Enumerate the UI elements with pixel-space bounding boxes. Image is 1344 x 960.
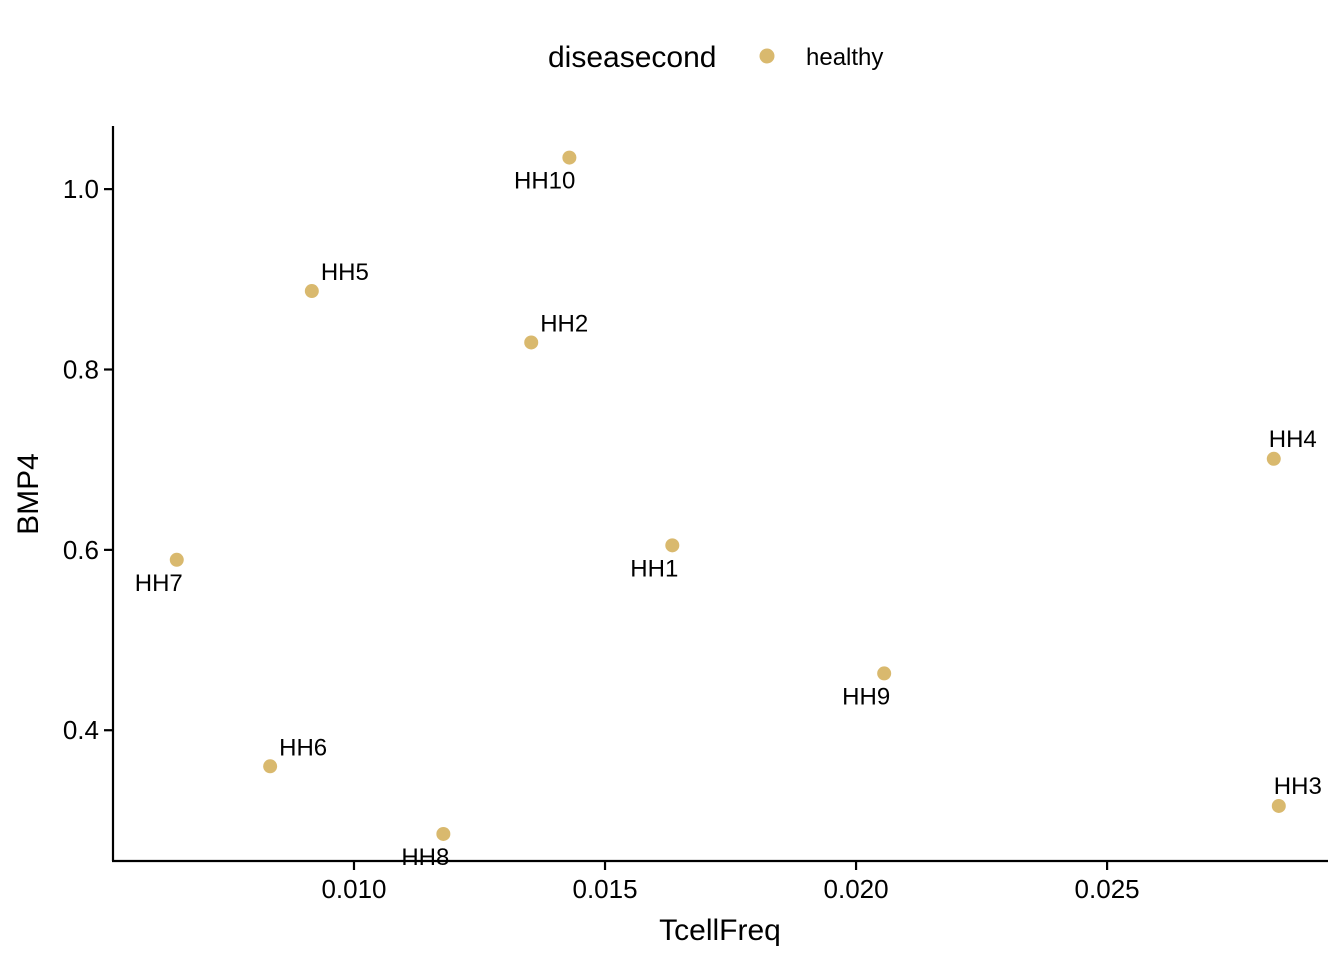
data-point-hh5 bbox=[304, 284, 319, 299]
legend-label-healthy: healthy bbox=[806, 44, 883, 71]
point-label-hh3: HH3 bbox=[1274, 773, 1322, 800]
x-tick-label: 0.010 bbox=[321, 874, 386, 904]
point-label-hh2: HH2 bbox=[540, 310, 588, 337]
y-tick-label: 0.8 bbox=[63, 354, 99, 384]
y-tick-label: 0.4 bbox=[63, 715, 99, 745]
data-point-hh8 bbox=[436, 826, 451, 841]
data-point-hh9 bbox=[877, 666, 892, 681]
data-point-hh2 bbox=[524, 335, 539, 350]
x-axis-ticks: 0.010 0.015 0.020 0.025 bbox=[321, 861, 1140, 904]
y-tick-label: 1.0 bbox=[63, 174, 99, 204]
legend: diseasecond healthy bbox=[548, 41, 883, 74]
point-label-hh9: HH9 bbox=[842, 683, 890, 710]
data-point-hh7 bbox=[169, 552, 184, 567]
point-label-hh10: HH10 bbox=[514, 168, 575, 195]
data-point-hh6 bbox=[263, 759, 278, 774]
point-labels: HH1 HH2 HH3 HH4 HH5 HH6 HH7 HH8 HH9 HH10 bbox=[135, 168, 1322, 871]
data-point-hh10 bbox=[562, 150, 577, 165]
y-axis-ticks: 0.4 0.6 0.8 1.0 bbox=[63, 174, 113, 745]
data-point-hh4 bbox=[1266, 451, 1281, 466]
data-points bbox=[169, 150, 1286, 841]
point-label-hh5: HH5 bbox=[321, 259, 369, 286]
legend-title: diseasecond bbox=[548, 41, 716, 74]
point-label-hh7: HH7 bbox=[135, 570, 183, 597]
x-tick-label: 0.025 bbox=[1075, 874, 1140, 904]
plot-area: 0.010 0.015 0.020 0.025 0.4 0.6 0.8 1.0 HH1 HH2… bbox=[63, 126, 1328, 904]
legend-marker-healthy bbox=[759, 48, 775, 64]
x-tick-label: 0.015 bbox=[572, 874, 637, 904]
point-label-hh8: HH8 bbox=[401, 844, 449, 871]
data-point-hh1 bbox=[665, 538, 680, 553]
x-tick-label: 0.020 bbox=[824, 874, 889, 904]
point-label-hh4: HH4 bbox=[1269, 426, 1317, 453]
point-label-hh1: HH1 bbox=[630, 555, 678, 582]
data-point-hh3 bbox=[1271, 798, 1286, 813]
y-axis-title: BMP4 bbox=[12, 453, 45, 535]
x-axis-title: TcellFreq bbox=[659, 914, 781, 947]
y-tick-label: 0.6 bbox=[63, 535, 99, 565]
point-label-hh6: HH6 bbox=[279, 734, 327, 761]
